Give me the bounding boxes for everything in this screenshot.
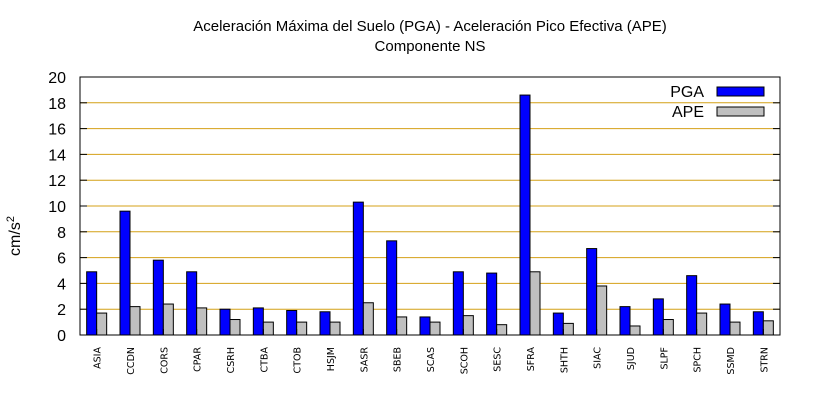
y-tick-label: 2 — [57, 302, 66, 319]
bar-ape-cpar — [196, 307, 208, 336]
x-tick-label: CTBA — [259, 346, 270, 372]
bar-pga-ssmd — [719, 303, 731, 336]
bar-ape-ccdn — [129, 306, 141, 336]
bar-pga-cors — [152, 259, 164, 336]
bar-ape-spch — [696, 312, 708, 336]
bar-ape-sbeb — [396, 316, 408, 336]
y-tick-label: 8 — [57, 225, 66, 242]
x-axis-ticks: ASIA CCDN CORS CPAR CSRH CTBA CTOB HSJM SASR SBEB… — [93, 329, 770, 375]
x-tick-label: SCOH — [459, 347, 470, 374]
y-tick-label: 20 — [48, 70, 66, 87]
bar-pga-scoh — [452, 271, 464, 336]
bar-ape-sasr — [362, 302, 374, 336]
y-tick-label: 12 — [48, 173, 66, 190]
legend-swatch-pga — [716, 86, 765, 97]
bar-pga-sesc — [486, 272, 498, 336]
x-tick-label: SCAS — [426, 347, 437, 372]
x-tick-label: SSMD — [726, 347, 737, 375]
bar-ape-sesc — [496, 324, 508, 336]
bar-ape-hsjm — [329, 321, 341, 336]
bar-pga-strn — [752, 311, 764, 336]
bar-pga-spch — [686, 275, 698, 336]
bar-ape-sfra — [529, 271, 541, 336]
y-axis-label-base: cm/s — [7, 222, 24, 256]
bar-ape-scoh — [462, 315, 474, 336]
x-tick-label: SFRA — [526, 347, 537, 372]
x-tick-label: CTOB — [293, 347, 304, 373]
bar-ape-cors — [162, 303, 174, 336]
legend: PGA APE — [670, 84, 765, 121]
x-tick-label: CSRH — [226, 347, 237, 373]
bar-pga-asia — [86, 271, 98, 336]
legend-label-ape: APE — [672, 104, 704, 121]
y-tick-label: 18 — [48, 96, 66, 113]
grid-lines — [80, 102, 780, 310]
bar-ape-scas — [429, 321, 441, 336]
x-tick-label: ASIA — [93, 347, 104, 369]
x-tick-label: SHTH — [559, 347, 570, 373]
y-tick-label: 6 — [57, 251, 66, 268]
y-axis-label-superscript: 2 — [5, 216, 17, 222]
y-axis-label: cm/s2 — [5, 216, 24, 256]
bar-pga-sasr — [352, 201, 364, 336]
bar-pga-csrh — [219, 308, 231, 336]
bar-ape-siac — [596, 285, 608, 336]
x-tick-label: CPAR — [193, 347, 204, 372]
bars — [86, 94, 774, 336]
x-tick-label: CORS — [159, 347, 170, 374]
y-tick-label: 4 — [57, 276, 66, 293]
bar-pga-scas — [419, 316, 431, 336]
bar-ape-strn — [762, 320, 774, 336]
y-tick-label: 10 — [48, 199, 66, 216]
bar-pga-cpar — [186, 271, 198, 336]
x-tick-label: SBEB — [393, 347, 404, 372]
bar-ape-ctba — [262, 321, 274, 336]
bar-pga-siac — [586, 248, 598, 336]
y-tick-label: 14 — [48, 147, 66, 164]
x-tick-label: HSJM — [326, 347, 337, 371]
bar-pga-hsjm — [319, 311, 331, 336]
bar-pga-ccdn — [119, 210, 131, 336]
bar-pga-slpf — [652, 298, 664, 336]
x-tick-label: STRN — [759, 347, 770, 373]
legend-label-pga: PGA — [670, 84, 704, 101]
x-tick-label: SASR — [359, 347, 370, 373]
bar-ape-ssmd — [729, 321, 741, 336]
x-tick-label: SIAC — [593, 347, 604, 369]
x-tick-label: SESC — [493, 347, 504, 372]
x-tick-label: SJUD — [626, 347, 637, 370]
bar-pga-ctba — [252, 307, 264, 336]
bar-pga-ctob — [286, 309, 298, 336]
chart-title: Aceleración Máxima del Suelo (PGA) - Ace… — [193, 18, 667, 35]
bar-pga-sfra — [519, 94, 531, 336]
chart-subtitle: Componente NS — [375, 38, 486, 55]
bar-ape-shth — [562, 322, 574, 336]
y-tick-label: 0 — [57, 328, 66, 345]
bar-pga-sbeb — [386, 240, 398, 336]
bar-ape-asia — [96, 312, 108, 336]
legend-swatch-ape — [716, 106, 765, 117]
bar-ape-ctob — [296, 321, 308, 336]
y-tick-label: 16 — [48, 122, 66, 139]
bar-pga-sjud — [619, 306, 631, 336]
bar-pga-shth — [552, 312, 564, 336]
x-tick-label: SPCH — [693, 347, 704, 373]
x-tick-label: SLPF — [659, 347, 670, 370]
y-axis-ticks: 0 2 4 6 8 10 12 14 16 18 20 — [48, 70, 780, 345]
bar-ape-sjud — [629, 325, 641, 336]
bar-ape-slpf — [662, 319, 674, 336]
x-tick-label: CCDN — [126, 347, 137, 375]
bar-ape-csrh — [229, 319, 241, 336]
